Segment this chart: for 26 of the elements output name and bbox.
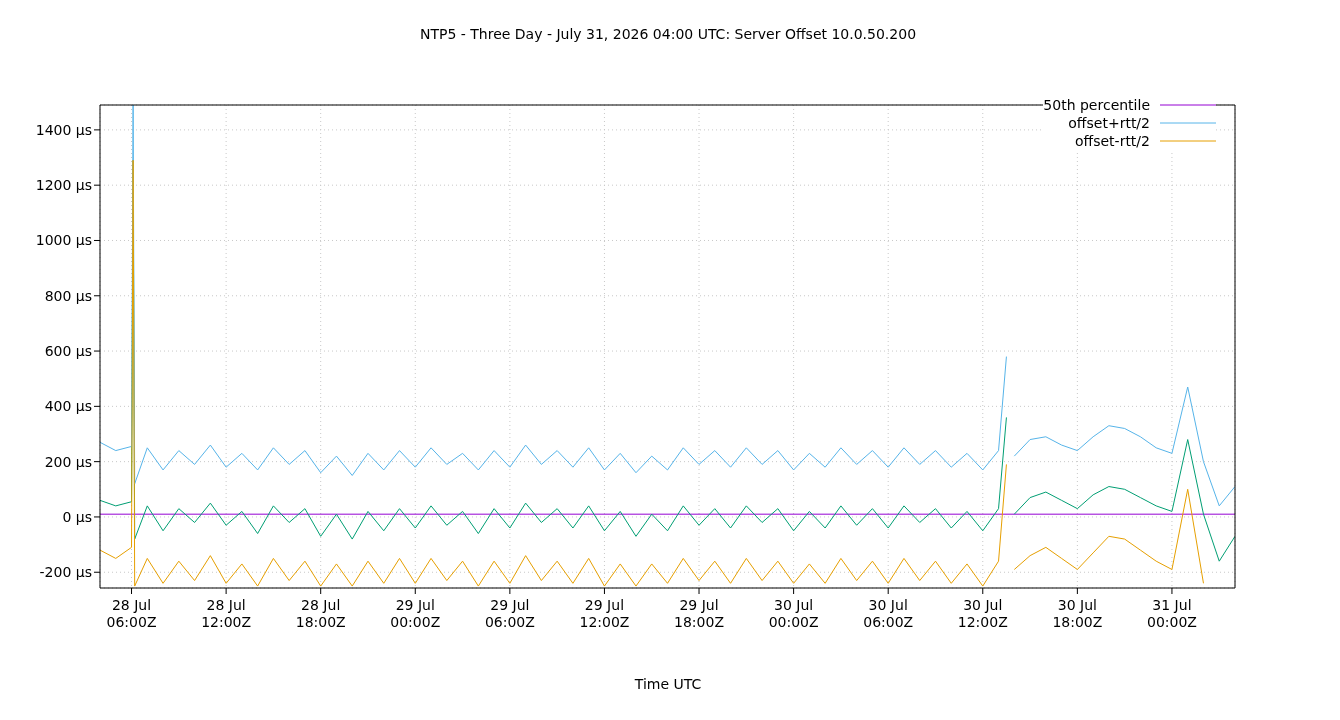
x-tick-label: 30 Jul 00:00Z — [768, 597, 819, 630]
x-tick-label: 29 Jul 12:00Z — [579, 597, 630, 630]
legend-label: offset-rtt/2 — [1074, 132, 1150, 150]
x-tick-label: 28 Jul 18:00Z — [295, 597, 346, 630]
legend-label: 50th percentile — [1043, 96, 1150, 114]
x-tick-label: 30 Jul 18:00Z — [1052, 597, 1103, 630]
legend-label: offset+rtt/2 — [1068, 114, 1150, 132]
x-tick-label: 29 Jul 00:00Z — [390, 597, 441, 630]
x-axis-title: Time UTC — [633, 676, 703, 692]
x-tick-label: 28 Jul 12:00Z — [201, 597, 252, 630]
x-tick-label: 31 Jul 00:00Z — [1146, 597, 1197, 630]
x-tick-label: 29 Jul 18:00Z — [674, 597, 724, 630]
y-tick-label: -200 µs — [39, 564, 92, 581]
y-tick-label: 1000 µs — [35, 232, 92, 249]
x-tick-label: 30 Jul 06:00Z — [863, 597, 914, 630]
y-tick-label: 200 µs — [44, 453, 92, 470]
y-tick-label: 800 µs — [44, 287, 92, 304]
y-tick-label: 600 µs — [44, 343, 92, 360]
x-tick-label: 30 Jul 12:00Z — [957, 597, 1008, 630]
y-tick-label: 1400 µs — [35, 121, 92, 138]
y-tick-label: 400 µs — [44, 398, 92, 415]
y-tick-label: 1200 µs — [35, 177, 92, 194]
y-tick-label: 0 µs — [62, 508, 92, 525]
x-tick-label: 29 Jul 06:00Z — [484, 597, 535, 630]
x-tick-label: 28 Jul 06:00Z — [106, 597, 157, 630]
chart-title: NTP5 - Three Day - July 31, 2026 04:00 UTC: Server Offset 10.0.50.200 — [418, 25, 918, 44]
